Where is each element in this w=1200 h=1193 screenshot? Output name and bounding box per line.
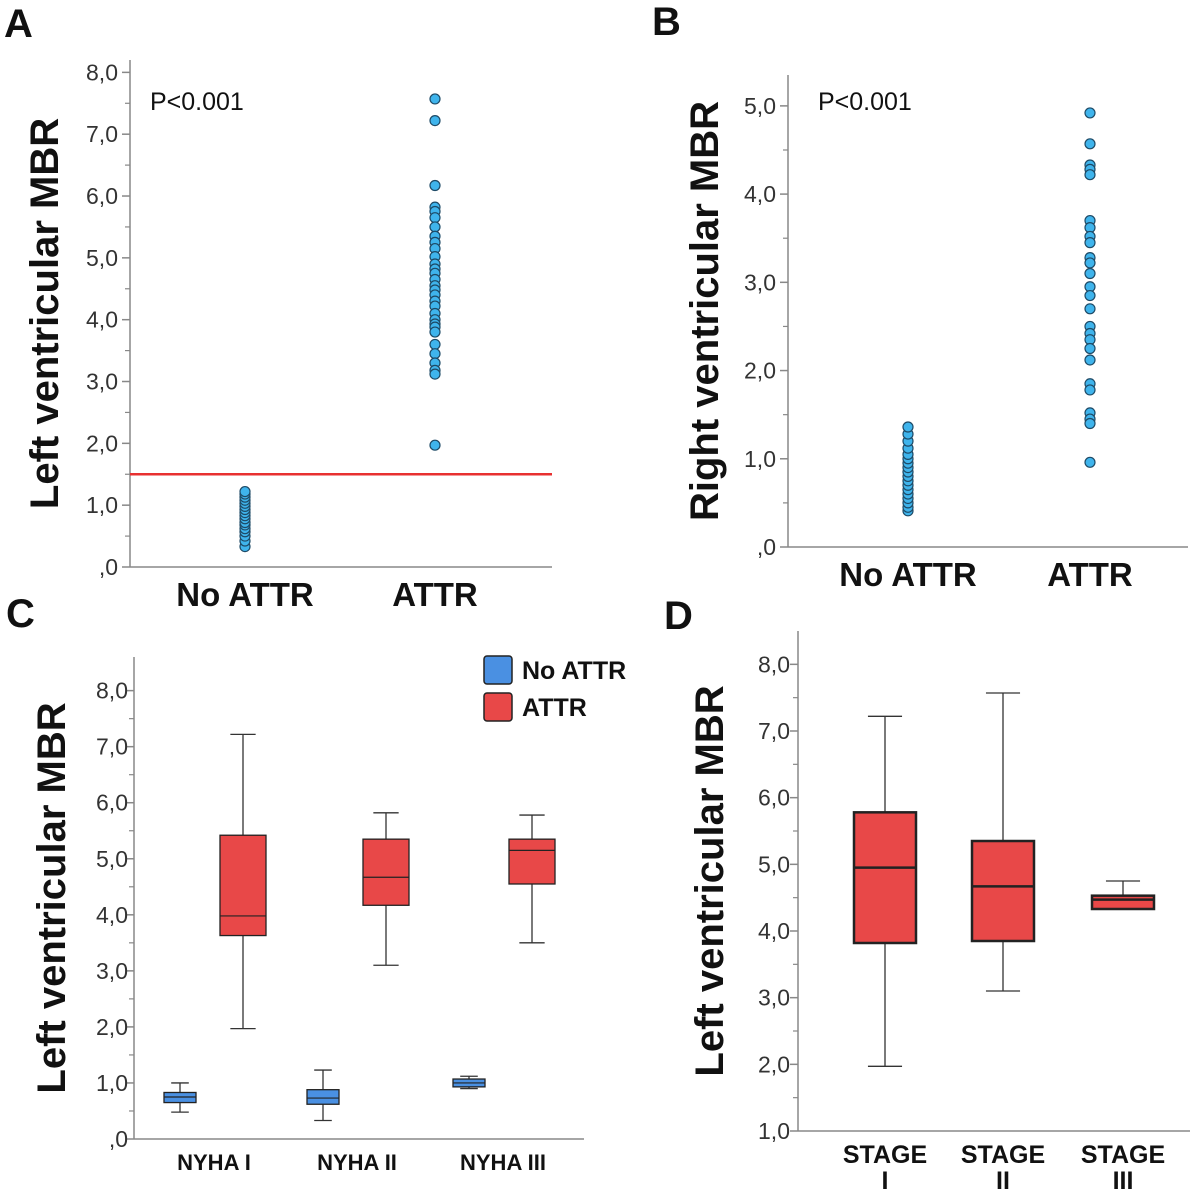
data-point-a [429,93,441,105]
legend-swatch-c [483,655,513,685]
y-axis-label-a: Left ventricular MBR [23,118,67,509]
box-c [508,838,556,885]
legend-label-c: ATTR [522,694,587,722]
y-tick-label-b: ,0 [757,534,776,560]
y-tick-label-c: 5,0 [96,846,128,872]
y-tick-label-c: 6,0 [96,790,128,816]
y-tick-label-a: 2,0 [86,430,118,456]
y-tick-label-d: 6,0 [758,785,790,811]
y-tick-label-d: 4,0 [758,918,790,944]
data-point-a [429,212,441,224]
data-point-b [1084,354,1096,366]
y-tick-label-a: 7,0 [86,121,118,147]
x-category-label-c: NYHA II [317,1150,397,1175]
p-value-annotation-b: P<0.001 [818,88,912,116]
box-d [852,811,918,945]
y-tick-label-d: 7,0 [758,718,790,744]
data-point-b [1084,169,1096,181]
y-axis-label-d: Left ventricular MBR [688,685,732,1076]
data-point-a [429,338,441,351]
x-category-label-d: I [882,1167,889,1193]
y-tick-label-a: 8,0 [86,59,118,85]
data-point-b [1084,417,1096,430]
data-point-a [429,179,441,192]
y-tick-label-a: ,0 [99,554,118,580]
y-tick-label-c: 1,0 [96,1070,128,1096]
y-tick-label-b: 5,0 [744,93,776,119]
panel-label-d: D [664,594,693,638]
x-category-label-c: NYHA III [460,1150,546,1175]
y-tick-label-d: 1,0 [758,1118,790,1144]
x-category-label-a: ATTR [392,576,478,613]
data-point-b [902,421,914,433]
y-tick-label-a: 4,0 [86,307,118,333]
x-category-label-c: NYHA I [177,1150,251,1175]
x-category-label-d: STAGE [843,1141,927,1169]
data-point-a [429,439,441,451]
panel-label-b: B [652,0,681,44]
y-tick-label-d: 8,0 [758,651,790,677]
y-axis-label-c: Left ventricular MBR [30,702,74,1093]
p-value-annotation-a: P<0.001 [150,88,244,116]
box-c [306,1089,340,1105]
data-point-a [429,368,441,380]
data-point-b [1084,107,1096,119]
data-point-b [1084,257,1096,269]
panel-label-c: C [6,592,35,636]
y-axis-label-b: Right ventricular MBR [683,101,727,521]
y-tick-label-b: 1,0 [744,446,776,472]
data-point-b [1084,384,1096,396]
data-point-a [239,485,251,498]
x-category-label-d: II [996,1167,1010,1193]
data-point-b [1084,237,1096,249]
y-tick-label-b: 4,0 [744,181,776,207]
y-tick-label-d: 3,0 [758,985,790,1011]
x-category-label-b: ATTR [1047,556,1133,593]
box-d [970,839,1036,943]
x-category-label-a: No ATTR [176,576,314,613]
data-point-a [429,114,441,127]
x-category-label-d: III [1113,1167,1134,1193]
y-tick-label-c: ,0 [109,1126,128,1152]
box-c [362,838,410,906]
data-point-a [429,348,441,360]
legend-label-c: No ATTR [522,657,626,685]
y-tick-label-c: 7,0 [96,734,128,760]
legend-swatch-c [483,692,513,722]
y-tick-label-b: 2,0 [744,358,776,384]
data-point-b [1084,456,1096,468]
panel-label-a: A [4,2,33,46]
data-point-a [429,326,441,338]
data-point-b [1084,289,1096,302]
y-tick-label-a: 6,0 [86,183,118,209]
y-tick-label-c: 8,0 [96,678,128,704]
y-tick-label-a: 5,0 [86,245,118,271]
x-category-label-d: STAGE [961,1141,1045,1169]
data-point-b [1084,138,1096,150]
x-category-label-b: No ATTR [839,556,977,593]
box-c [219,834,267,937]
y-tick-label-a: 1,0 [86,492,118,518]
y-tick-label-a: 3,0 [86,369,118,395]
data-point-a [429,221,441,233]
y-tick-label-c: 3,0 [96,958,128,984]
data-point-b [1084,342,1096,355]
y-tick-label-c: 4,0 [96,902,128,928]
data-point-b [1084,303,1096,315]
y-tick-label-d: 5,0 [758,851,790,877]
box-d [1090,894,1156,911]
x-category-label-d: STAGE [1081,1141,1165,1169]
y-tick-label-b: 3,0 [744,269,776,295]
y-tick-label-d: 2,0 [758,1051,790,1077]
y-tick-label-c: 2,0 [96,1014,128,1040]
data-point-b [1084,267,1096,280]
